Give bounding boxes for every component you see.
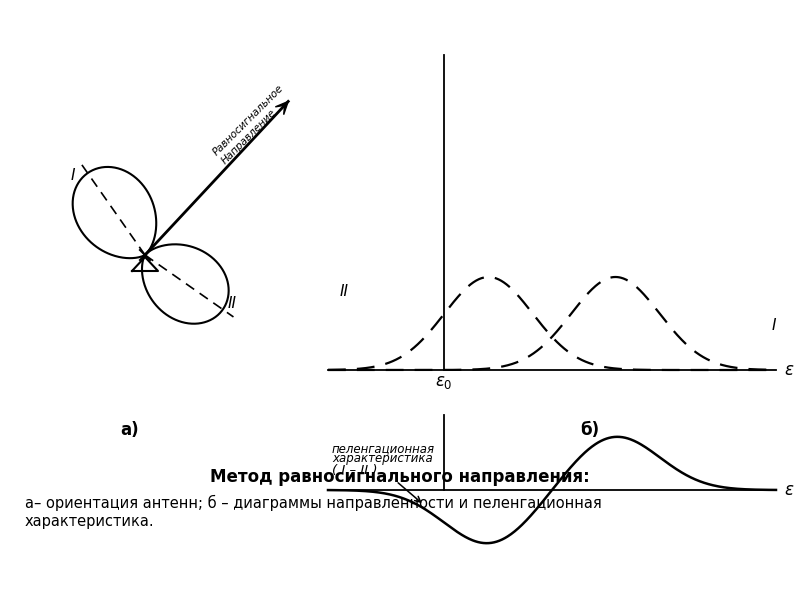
Text: а): а) <box>121 421 139 439</box>
Text: $\varepsilon$: $\varepsilon$ <box>784 361 794 379</box>
Text: II: II <box>227 296 237 311</box>
Text: $\varepsilon$: $\varepsilon$ <box>784 481 794 499</box>
Text: Равносигнальное
Направление: Равносигнальное Направление <box>211 83 294 166</box>
Text: пеленгационная: пеленгационная <box>332 442 435 455</box>
Text: Метод равносигнального направления:: Метод равносигнального направления: <box>210 468 590 486</box>
Text: характеристика: характеристика <box>332 452 433 465</box>
Text: б): б) <box>581 421 599 439</box>
Text: $\varepsilon_0$: $\varepsilon_0$ <box>435 373 453 391</box>
Text: I: I <box>772 317 777 332</box>
Polygon shape <box>275 101 288 115</box>
Text: а– ориентация антенн; б – диаграммы направленности и пеленгационная
характеристи: а– ориентация антенн; б – диаграммы напр… <box>25 495 602 529</box>
Text: ( I – II ): ( I – II ) <box>332 464 378 477</box>
Text: I: I <box>70 168 75 183</box>
Text: II: II <box>340 284 349 299</box>
